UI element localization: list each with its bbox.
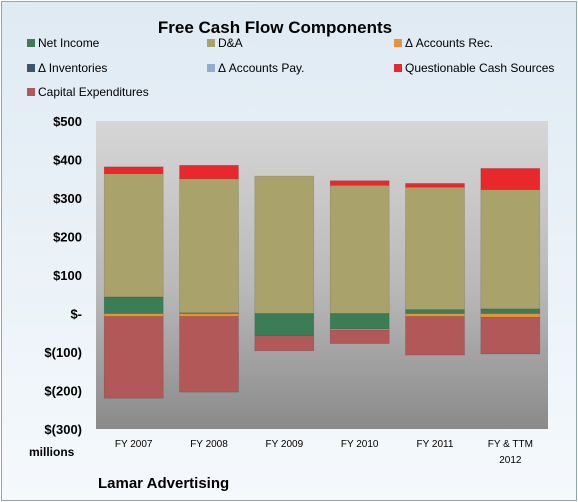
y-tick-label: $200 xyxy=(53,230,82,245)
legend: Net Income D&A Δ Accounts Rec. Δ Inventorie… xyxy=(27,36,554,99)
bar-capital-expenditures xyxy=(254,335,315,352)
legend-swatch-capital-expenditures xyxy=(27,88,35,96)
y-tick-label: $500 xyxy=(53,114,82,129)
x-tick-label: FY 2011 xyxy=(417,439,454,450)
legend-swatch-accounts-pay xyxy=(207,64,215,72)
x-tick-label: FY 2010 xyxy=(341,439,379,450)
bar-d-a xyxy=(405,186,465,310)
bar-accounts-rec xyxy=(480,313,541,318)
bar-questionable-cash-sources xyxy=(103,166,164,175)
bar-questionable-cash-sources xyxy=(405,183,465,188)
legend-label-net-income: Net Income xyxy=(38,36,100,50)
bar-d-a xyxy=(103,173,164,298)
y-tick-label: $- xyxy=(70,307,82,322)
y-axis-ticks: $500 $400 $300 $200 $100 $- $(100) $(200) $(300) xyxy=(44,114,82,437)
y-tick-label: $100 xyxy=(53,268,82,283)
legend-label-inventories: Δ Inventories xyxy=(38,61,107,75)
bar-capital-expenditures xyxy=(405,316,465,356)
y-tick-label: $(100) xyxy=(44,345,82,360)
bar-d-a xyxy=(254,175,315,314)
legend-label-capital-expenditures: Capital Expenditures xyxy=(38,85,149,99)
bar-capital-expenditures xyxy=(480,317,541,355)
bar-d-a xyxy=(480,189,541,310)
y-tick-label: $(300) xyxy=(44,422,82,437)
legend-swatch-inventories xyxy=(27,64,35,72)
company-name: Lamar Advertising xyxy=(98,475,229,492)
legend-swatch-d-a xyxy=(207,39,215,47)
bar-accounts-rec xyxy=(103,313,164,317)
unit-label: millions xyxy=(29,445,75,459)
y-tick-label: $(200) xyxy=(44,384,82,399)
bar-stacks xyxy=(103,165,541,399)
bar-net-income xyxy=(329,313,390,330)
bar-questionable-cash-sources xyxy=(480,168,541,190)
legend-label-questionable-cash-sources: Questionable Cash Sources xyxy=(405,61,554,75)
bar-net-income xyxy=(480,308,541,314)
y-tick-label: $300 xyxy=(53,191,82,206)
bar-d-a xyxy=(329,185,390,314)
x-tick-label: FY 2007 xyxy=(115,439,153,450)
x-tick-label: FY 2009 xyxy=(266,439,304,450)
legend-label-accounts-rec: Δ Accounts Rec. xyxy=(405,36,493,50)
bar-accounts-rec xyxy=(179,313,239,317)
plot-area xyxy=(96,121,548,429)
legend-swatch-net-income xyxy=(27,39,35,47)
x-tick-label: FY & TTM 2012 xyxy=(488,439,533,466)
bar-d-a xyxy=(179,178,239,314)
legend-label-d-a: D&A xyxy=(218,36,243,50)
bar-accounts-rec xyxy=(405,313,465,317)
y-tick-label: $400 xyxy=(53,153,82,168)
legend-label-accounts-pay: Δ Accounts Pay. xyxy=(218,61,305,75)
bar-net-income xyxy=(103,296,164,314)
legend-swatch-accounts-rec xyxy=(394,39,402,47)
legend-swatch-questionable-cash-sources xyxy=(394,64,402,72)
bar-capital-expenditures xyxy=(179,316,239,393)
bar-capital-expenditures xyxy=(329,329,390,344)
x-tick-label: FY 2008 xyxy=(190,439,228,450)
bar-capital-expenditures xyxy=(103,316,164,399)
bar-questionable-cash-sources xyxy=(329,180,390,186)
bar-net-income xyxy=(405,309,465,314)
chart-title: Free Cash Flow Components xyxy=(158,18,392,37)
x-axis-ticks: FY 2007 FY 2008 FY 2009 FY 2010 FY 2011 FY & … xyxy=(115,439,533,466)
bar-net-income xyxy=(254,313,315,336)
bar-questionable-cash-sources xyxy=(179,165,239,180)
